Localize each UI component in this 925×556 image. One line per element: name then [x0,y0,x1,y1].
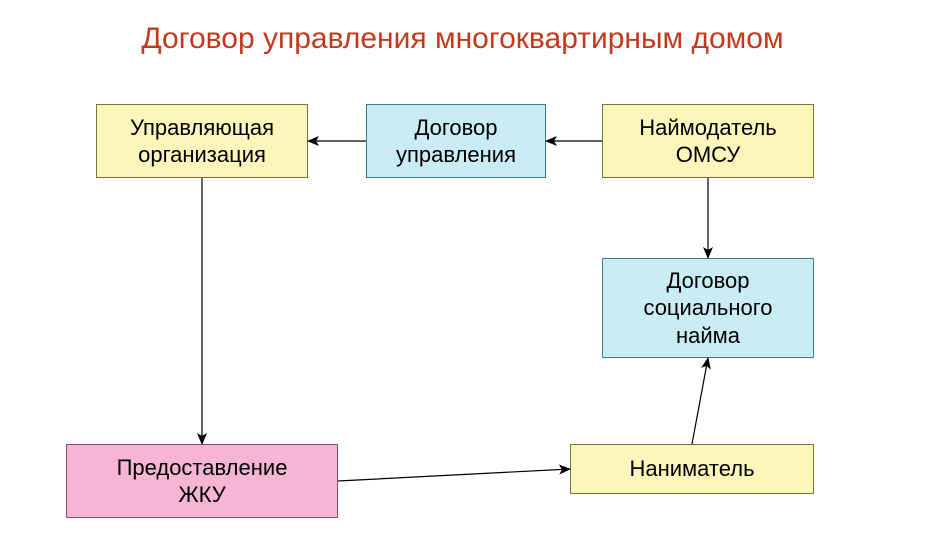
node-social_hire: Договор социального найма [602,258,814,358]
node-tenant: Наниматель [570,444,814,494]
edge-services-to-tenant [338,469,570,481]
node-landlord: Наймодатель ОМСУ [602,104,814,178]
node-label: Договор управления [396,114,516,169]
node-services: Предоставление ЖКУ [66,444,338,518]
edge-tenant-to-social_hire [692,358,708,444]
node-label: Управляющая организация [130,114,274,169]
node-mgmt_org: Управляющая организация [96,104,308,178]
node-label: Наймодатель ОМСУ [639,114,777,169]
node-label: Договор социального найма [643,267,772,350]
page-title: Договор управления многоквартирным домом [0,22,925,56]
node-label: Наниматель [629,455,754,483]
node-mgmt_contract: Договор управления [366,104,546,178]
node-label: Предоставление ЖКУ [117,454,288,509]
